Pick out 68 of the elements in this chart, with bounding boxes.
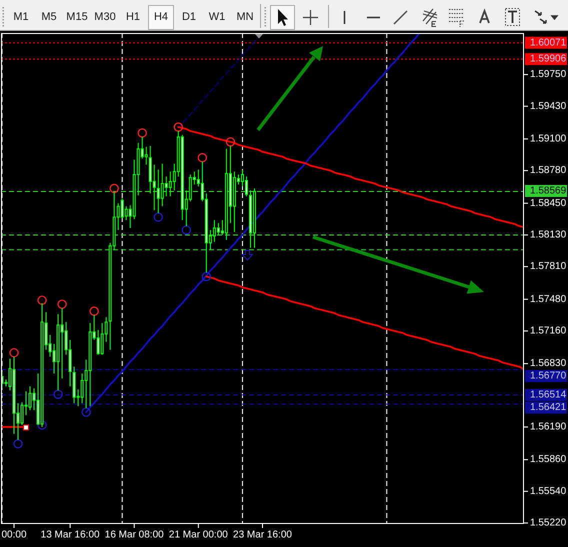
y-tick-label: 1.59750 (530, 69, 567, 80)
candlestick (60, 308, 64, 379)
point (110, 184, 119, 194)
x-tick-label: 16 Mar 08:00 (104, 530, 164, 540)
y-tick-label: 1.55540 (530, 486, 567, 497)
point (13, 439, 23, 448)
text: M1 (13, 11, 29, 23)
ref-line-label: 1.60071 (530, 37, 567, 48)
candlestick (80, 373, 84, 404)
point (138, 128, 147, 138)
candlestick (216, 222, 220, 236)
ref-line-label: 1.56421 (530, 402, 567, 414)
x-tick-label: 13 Mar 16:00 (40, 530, 100, 540)
ref-line-label: 1.59906 (530, 54, 567, 65)
candlestick (160, 163, 164, 207)
candlestick (212, 220, 216, 242)
y-tick-label: 1.58450 (530, 198, 567, 209)
y-tick-label: 1.59430 (530, 100, 567, 112)
point (174, 122, 184, 132)
text: MN (236, 11, 254, 23)
x-tick-label: 21 Mar 00:00 (168, 530, 228, 540)
ref-line-label: 1.56770 (530, 370, 567, 382)
y-tick-label: 1.56190 (530, 421, 567, 432)
candlestick (20, 402, 24, 426)
point (182, 225, 192, 235)
point (90, 306, 99, 316)
point (202, 272, 212, 282)
candlestick (96, 329, 100, 356)
y-tick-label: 1.57160 (530, 325, 567, 336)
point (198, 153, 208, 162)
point (53, 390, 63, 399)
candlestick (244, 176, 248, 197)
line-series (85, 33, 420, 414)
point (9, 348, 19, 358)
line-series (177, 126, 524, 228)
x-tick-label: 23 Mar 16:00 (233, 530, 292, 540)
ref-line-label: 1.58569 (530, 185, 567, 196)
y-tick-label: 1.58780 (530, 165, 567, 176)
line-series (205, 276, 524, 370)
y-tick-label: 1.57480 (530, 294, 567, 305)
y-tick-label: 1.55220 (530, 518, 567, 529)
candlestick (144, 146, 148, 166)
candlestick (156, 169, 160, 214)
candlestick (100, 322, 104, 356)
text: D1 (182, 11, 196, 23)
y-tick-label: 1.59100 (530, 133, 567, 144)
text: H4 (154, 11, 168, 23)
text: M15 (66, 11, 88, 23)
y-tick-label: 1.55860 (530, 454, 567, 466)
point (37, 420, 47, 430)
candlestick (164, 176, 168, 197)
text: M30 (94, 11, 116, 23)
candlestick (148, 145, 152, 194)
point (154, 212, 163, 222)
point (81, 407, 91, 417)
x-tick-label: 00:00 (2, 530, 27, 540)
text: W1 (208, 11, 226, 23)
candlestick (28, 386, 32, 411)
point (57, 300, 67, 309)
ref-line-label: 1.56514 (530, 389, 567, 400)
y-tick-label: 1.57810 (530, 261, 567, 272)
point (37, 296, 47, 305)
point (226, 137, 236, 147)
candlestick (168, 171, 172, 197)
text: H1 (126, 11, 140, 23)
y-tick-label: 1.58130 (530, 229, 567, 240)
y-tick-label: 1.56830 (530, 358, 567, 370)
text: M5 (41, 11, 57, 23)
